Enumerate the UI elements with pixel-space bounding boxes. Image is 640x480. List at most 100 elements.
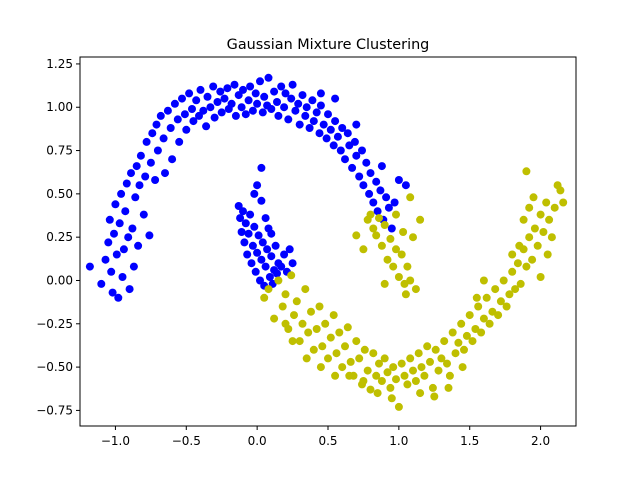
scatter-point bbox=[248, 241, 257, 250]
scatter-point bbox=[428, 383, 437, 392]
scatter-point bbox=[110, 229, 118, 238]
scatter-point bbox=[494, 311, 503, 320]
scatter-point bbox=[202, 122, 211, 131]
scatter-point bbox=[343, 129, 352, 138]
scatter-point bbox=[392, 210, 400, 219]
scatter-point bbox=[451, 349, 460, 358]
scatter-point bbox=[117, 189, 126, 198]
scatter-point bbox=[372, 231, 381, 240]
scatter-point bbox=[386, 234, 395, 243]
y-tick-label: 1.00 bbox=[46, 100, 73, 114]
y-axis: −0.75 −0.50 −0.25 0.00 0.25 0.50 0.75 1.00 1.25 bbox=[36, 57, 80, 417]
scatter-point bbox=[291, 106, 300, 115]
scatter-point bbox=[380, 279, 389, 288]
scatter-point bbox=[448, 328, 457, 337]
scatter-point bbox=[182, 125, 191, 134]
scatter-point bbox=[525, 233, 534, 242]
scatter-point bbox=[315, 129, 324, 138]
scatter-point bbox=[121, 207, 130, 216]
scatter-point bbox=[127, 169, 135, 178]
scatter-point bbox=[482, 293, 491, 302]
scatter-point bbox=[401, 290, 410, 299]
scatter-point bbox=[401, 181, 410, 190]
scatter-point bbox=[403, 262, 412, 271]
scatter-point bbox=[111, 200, 120, 209]
scatter-point bbox=[246, 210, 255, 219]
scatter-point bbox=[295, 337, 304, 346]
scatter-point bbox=[280, 103, 289, 112]
y-tick-label: −0.75 bbox=[36, 403, 73, 417]
scatter-point bbox=[420, 371, 429, 380]
scatter-point bbox=[458, 363, 467, 372]
scatter-point bbox=[274, 276, 283, 285]
scatter-point bbox=[399, 228, 408, 236]
scatter-point bbox=[151, 176, 160, 184]
scatter-point bbox=[153, 146, 162, 155]
scatter-point bbox=[359, 181, 368, 190]
scatter-point bbox=[329, 141, 338, 150]
scatter-point bbox=[129, 262, 138, 271]
scatter-point bbox=[285, 245, 294, 254]
scatter-point bbox=[180, 110, 189, 119]
scatter-point bbox=[443, 359, 451, 368]
scatter-point bbox=[304, 328, 313, 337]
scatter-point bbox=[341, 155, 349, 164]
scatter-point bbox=[465, 311, 474, 320]
scatter-point bbox=[315, 302, 324, 311]
scatter-point bbox=[386, 383, 395, 392]
scatter-point bbox=[253, 248, 262, 257]
scatter-point bbox=[188, 105, 196, 113]
scatter-point bbox=[196, 85, 205, 94]
scatter-point bbox=[107, 267, 116, 276]
scatter-point bbox=[281, 319, 290, 328]
scatter-point bbox=[264, 73, 273, 82]
scatter-point bbox=[362, 158, 371, 167]
scatter-point bbox=[292, 297, 301, 306]
scatter-point bbox=[380, 221, 389, 229]
scatter-point bbox=[132, 162, 141, 171]
scatter-point bbox=[156, 111, 165, 120]
scatter-point bbox=[239, 85, 247, 94]
scatter-point bbox=[319, 120, 328, 129]
scatter-point bbox=[267, 229, 276, 238]
scatter-point bbox=[216, 87, 225, 96]
scatter-point bbox=[178, 94, 186, 103]
scatter-point bbox=[220, 94, 229, 103]
scatter-point bbox=[199, 106, 208, 115]
scatter-point bbox=[246, 82, 255, 91]
scatter-point bbox=[318, 342, 327, 351]
scatter-point bbox=[210, 113, 219, 122]
scatter-point bbox=[400, 371, 409, 380]
scatter-point bbox=[141, 172, 150, 181]
scatter-point bbox=[288, 80, 297, 89]
scatter-point bbox=[508, 250, 517, 259]
scatter-point bbox=[375, 359, 383, 368]
scatter-point bbox=[295, 120, 304, 129]
scatter-point bbox=[298, 319, 307, 328]
scatter-point bbox=[209, 82, 218, 91]
y-tick-label: 1.25 bbox=[46, 57, 73, 71]
x-tick-label: 2.0 bbox=[531, 434, 550, 448]
scatter-point bbox=[227, 99, 236, 108]
scatter-point bbox=[348, 163, 357, 172]
scatter-point bbox=[516, 279, 525, 288]
y-tick-label: −0.50 bbox=[36, 360, 73, 374]
scatter-point bbox=[241, 219, 250, 228]
scatter-point bbox=[430, 392, 439, 401]
scatter-point bbox=[390, 198, 399, 207]
scatter-point bbox=[550, 203, 559, 212]
scatter-point bbox=[366, 210, 375, 219]
scatter-point bbox=[213, 98, 222, 106]
scatter-point bbox=[460, 345, 468, 354]
scatter-point bbox=[392, 375, 400, 384]
scatter-point bbox=[288, 259, 297, 268]
scatter-point bbox=[397, 359, 406, 368]
scatter-point bbox=[440, 337, 449, 346]
scatter-point bbox=[528, 255, 537, 264]
scatter-point bbox=[301, 111, 310, 120]
scatter-point bbox=[239, 207, 247, 216]
scatter-point bbox=[271, 241, 280, 250]
scatter-point bbox=[377, 241, 386, 250]
scatter-point bbox=[175, 137, 184, 146]
scatter-point bbox=[377, 162, 386, 171]
